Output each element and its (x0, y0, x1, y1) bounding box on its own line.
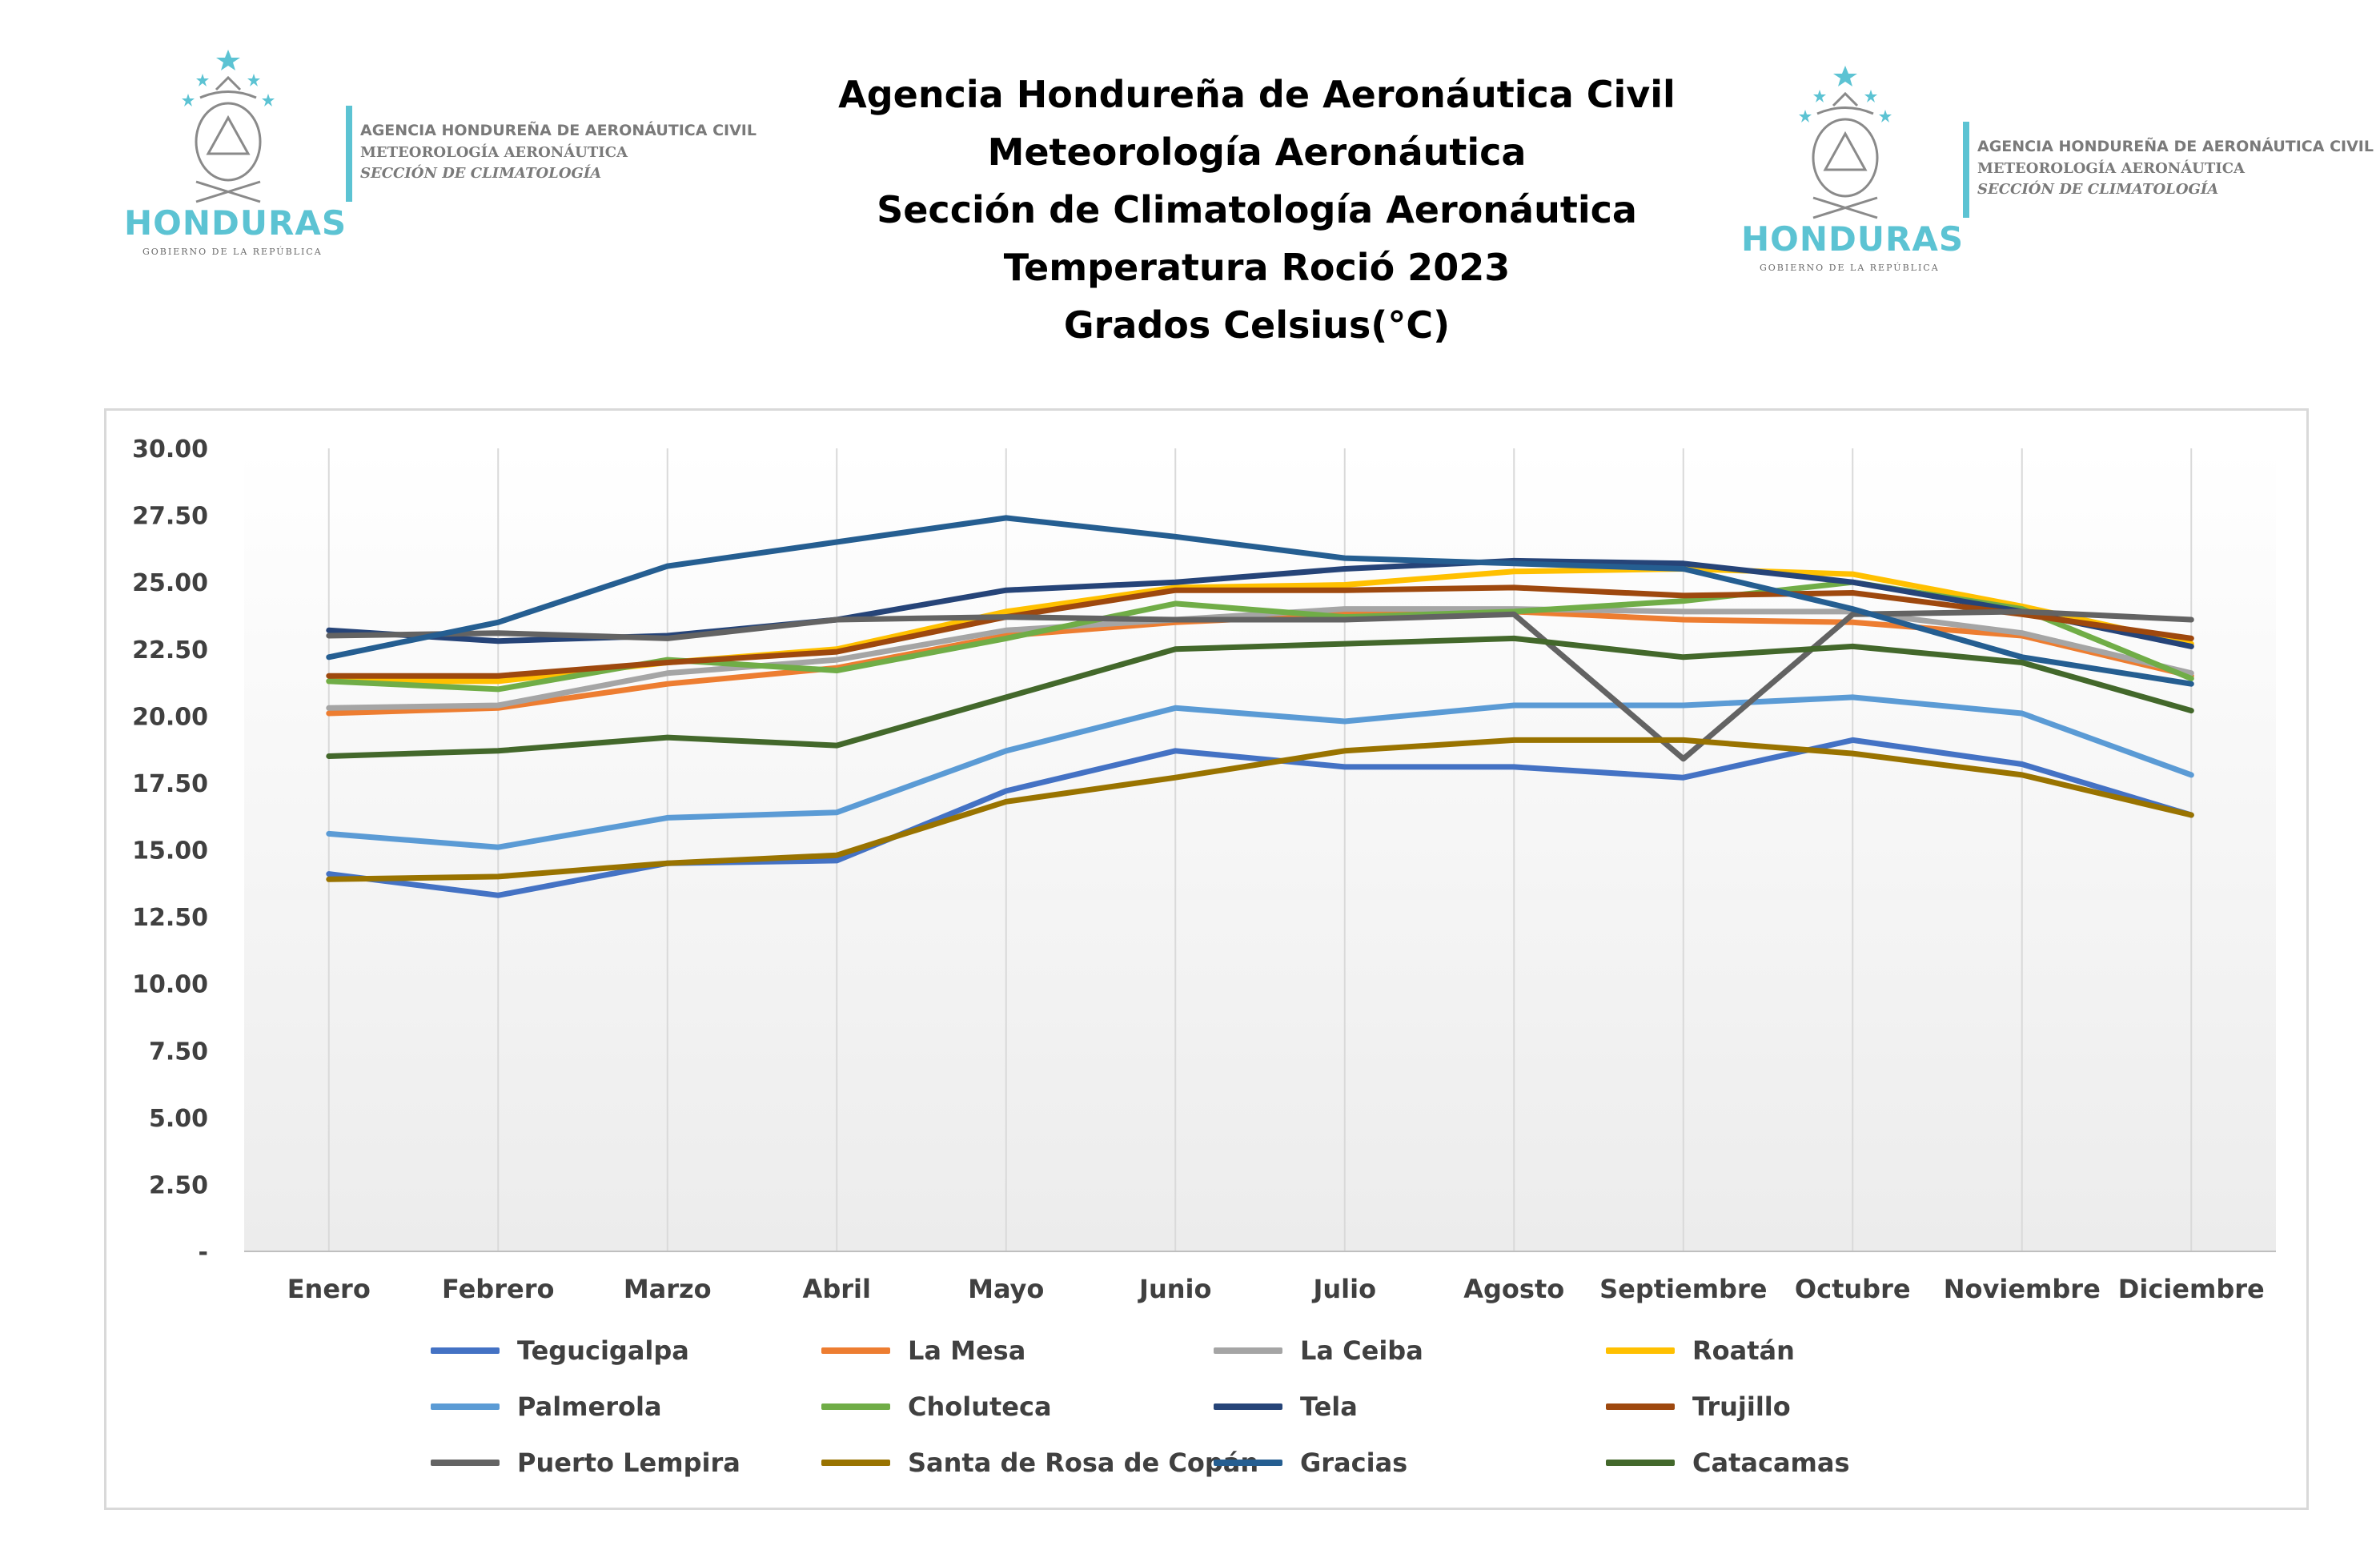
y-tick-label: 22.50 (132, 636, 208, 665)
legend-swatch (431, 1403, 500, 1410)
legend-label: Roatán (1692, 1335, 1795, 1366)
y-tick-label: 25.00 (132, 569, 208, 597)
y-tick-label: 30.00 (132, 436, 208, 464)
logo-agency-text: AGENCIA HONDUREÑA DE AERONÁUTICA CIVIL (360, 122, 757, 139)
logo-government-text: GOBIERNO DE LA REPÚBLICA (142, 247, 323, 257)
legend-label: Catacamas (1692, 1448, 1850, 1478)
legend-swatch (1214, 1460, 1282, 1466)
legend-item-gracias: Gracias (1214, 1445, 1407, 1480)
legend-item-catacamas: Catacamas (1606, 1445, 1850, 1480)
x-tick-label-abril: Abril (803, 1274, 871, 1304)
legend-item-puerto-lempira: Puerto Lempira (431, 1445, 740, 1480)
legend-label: Choluteca (908, 1391, 1052, 1422)
logo-agency-text: AGENCIA HONDUREÑA DE AERONÁUTICA CIVIL (1977, 138, 2374, 155)
legend-swatch (1214, 1347, 1282, 1354)
legend-item-tela: Tela (1214, 1389, 1358, 1424)
legend-item-la-ceiba: La Ceiba (1214, 1333, 1423, 1368)
y-tick-label: 17.50 (132, 770, 208, 798)
legend-label: La Ceiba (1300, 1335, 1423, 1366)
y-tick-label: 20.00 (132, 703, 208, 731)
x-tick-label-diciembre: Diciembre (2118, 1274, 2265, 1304)
series-line-catacamas (326, 635, 2194, 759)
legend-swatch (821, 1403, 890, 1410)
y-tick-label: 27.50 (132, 503, 208, 531)
y-tick-label: 2.50 (149, 1171, 208, 1199)
legend-label: Tegucigalpa (517, 1335, 689, 1366)
header-agency-title: Agencia Hondureña de Aeronáutica Civil (838, 73, 1676, 116)
series-line-trujillo (326, 584, 2194, 679)
legend-swatch (821, 1460, 890, 1466)
coat-of-arms-icon (1799, 66, 1892, 219)
legend-swatch (1606, 1347, 1675, 1354)
series-line-tegucigalpa (326, 737, 2194, 898)
legend-item-la-mesa: La Mesa (821, 1333, 1025, 1368)
legend-label: Puerto Lempira (517, 1448, 740, 1478)
legend-label: La Mesa (908, 1335, 1026, 1366)
chart-title: Temperatura Roció 2023 (1003, 246, 1511, 289)
x-tick-label-marzo: Marzo (624, 1274, 712, 1304)
logo-section-text: SECCIÓN DE CLIMATOLOGÍA (1977, 181, 2219, 198)
legend-label: Trujillo (1692, 1391, 1791, 1422)
legend-swatch (821, 1347, 890, 1354)
legend-label: Tela (1300, 1391, 1358, 1422)
legend-label: Palmerola (517, 1391, 662, 1422)
plot-background (244, 448, 2276, 1251)
y-tick-label: 7.50 (149, 1038, 208, 1066)
logo-divider (346, 106, 352, 202)
logo-government-text: GOBIERNO DE LA REPÚBLICA (1760, 263, 1940, 273)
series-line-gracias (326, 515, 2194, 687)
logo-department-text: METEOROLOGÍA AERONÁUTICA (360, 144, 628, 161)
x-tick-label-noviembre: Noviembre (1944, 1274, 2101, 1304)
series-line-santa-de-rosa-de-copan (326, 737, 2194, 882)
line-chart: - 2.50 5.00 7.50 10.00 12.50 15.00 17.50 20.00 22… (132, 436, 2276, 1304)
x-tick-label-agosto: Agosto (1463, 1274, 1564, 1304)
y-tick-label: 5.00 (149, 1105, 208, 1133)
chart-area: - 2.50 5.00 7.50 10.00 12.50 15.00 17.50 20.00 22… (104, 408, 2309, 1510)
chart-unit-title: Grados Celsius(°C) (1063, 303, 1451, 347)
logo-section-text: SECCIÓN DE CLIMATOLOGÍA (360, 165, 602, 182)
x-tick-label-octubre: Octubre (1795, 1274, 1911, 1304)
chart-header: Agencia Hondureña de Aeronáutica Civil M… (720, 66, 1793, 354)
y-tick-label: 12.50 (132, 904, 208, 932)
x-tick-label-junio: Junio (1138, 1274, 1211, 1304)
logo-department-text: METEOROLOGÍA AERONÁUTICA (1977, 160, 2245, 177)
logo-divider (1963, 122, 1969, 218)
legend-item-roatan: Roatán (1606, 1333, 1795, 1368)
logo-country-text: HONDURAS (124, 203, 347, 243)
legend-swatch (1606, 1403, 1675, 1410)
x-tick-label-febrero: Febrero (442, 1274, 554, 1304)
legend-item-tegucigalpa: Tegucigalpa (431, 1333, 689, 1368)
y-tick-label: - (199, 1239, 208, 1267)
legend-swatch (431, 1347, 500, 1354)
series-line-palmerola (326, 694, 2194, 850)
legend-swatch (1214, 1403, 1282, 1410)
legend-item-trujillo: Trujillo (1606, 1389, 1791, 1424)
header-section-title: Sección de Climatología Aeronáutica (877, 188, 1637, 231)
x-tick-label-julio: Julio (1311, 1274, 1376, 1304)
legend-swatch (1606, 1460, 1675, 1466)
legend-item-palmerola: Palmerola (431, 1389, 662, 1424)
series-line-puerto-lempira (326, 608, 2194, 762)
legend-item-santa-de-rosa-de-copan: Santa de Rosa de Copán (821, 1445, 1258, 1480)
logo-right: HONDURAS GOBIERNO DE LA REPÚBLICA AGENCI… (1737, 58, 2378, 282)
header-department-title: Meteorología Aeronáutica (987, 131, 1527, 174)
legend-label: Gracias (1300, 1448, 1408, 1478)
x-tick-label-mayo: Mayo (968, 1274, 1044, 1304)
coat-of-arms-icon (182, 50, 275, 203)
legend-item-choluteca: Choluteca (821, 1389, 1052, 1424)
y-tick-label: 10.00 (132, 971, 208, 999)
logo-left: HONDURAS GOBIERNO DE LA REPÚBLICA AGENCI… (120, 42, 761, 266)
y-tick-label: 15.00 (132, 837, 208, 865)
x-tick-label-septiembre: Septiembre (1599, 1274, 1767, 1304)
x-tick-label-enero: Enero (287, 1274, 371, 1304)
legend-swatch (431, 1460, 500, 1466)
logo-country-text: HONDURAS (1741, 219, 1965, 259)
legend-label: Santa de Rosa de Copán (908, 1448, 1259, 1478)
